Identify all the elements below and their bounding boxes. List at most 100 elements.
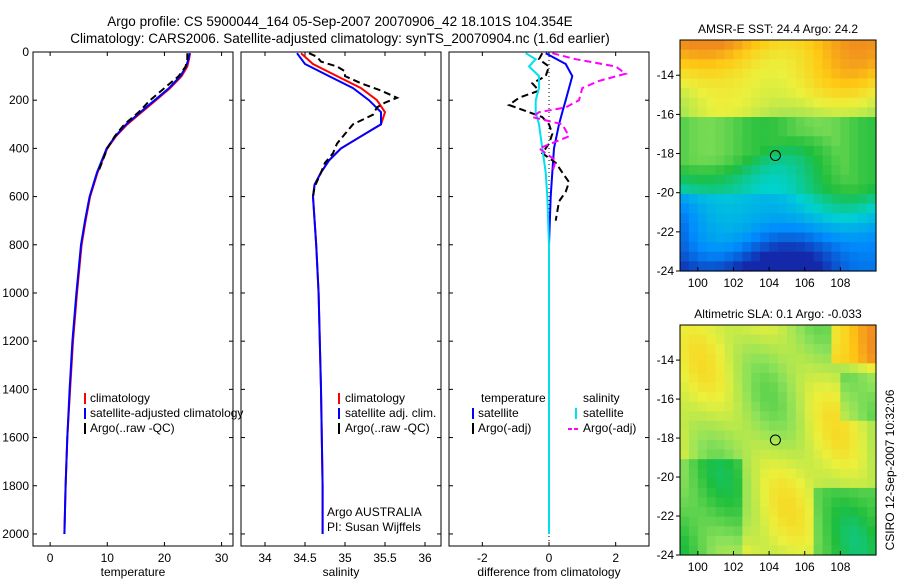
sla-map-cell xyxy=(804,440,815,451)
sst-map-cell xyxy=(742,49,752,60)
sst-map-cell xyxy=(706,203,717,214)
sla-map-x-tick-label: 108 xyxy=(830,560,850,574)
sst-map-cell xyxy=(742,126,752,137)
sla-map-cell xyxy=(733,411,743,422)
series-line-salinity-satellite xyxy=(525,52,550,534)
sla-map-cell xyxy=(778,535,788,547)
sst-map-cell xyxy=(831,242,841,253)
sst-map-cell xyxy=(822,117,833,128)
sst-map-cell xyxy=(858,165,868,176)
sst-map-cell xyxy=(688,261,699,272)
sla-map-cell xyxy=(688,507,699,518)
sst-map-cell xyxy=(804,126,815,137)
sst-map-cell xyxy=(724,184,735,195)
sst-map-cell xyxy=(786,49,797,60)
sst-map-cell xyxy=(680,117,690,128)
sla-map-cell xyxy=(822,545,833,556)
sst-map-cell xyxy=(778,184,788,195)
sst-map-cell xyxy=(742,251,752,262)
sla-map-cell xyxy=(804,372,815,384)
sst-map-cell xyxy=(778,68,788,80)
sla-map-cell xyxy=(769,516,779,527)
sla-map-cell xyxy=(697,478,708,489)
series-line-satellite xyxy=(63,53,191,535)
sla-map-cell xyxy=(715,411,726,422)
sla-map-cell xyxy=(706,363,717,374)
sla-map-cell xyxy=(786,535,797,547)
sst-map-cell xyxy=(733,88,743,99)
sst-map-cell xyxy=(795,165,806,176)
sla-map-cell xyxy=(849,516,859,527)
sla-map-cell xyxy=(769,392,779,403)
sst-map-cell xyxy=(760,78,770,89)
x-tick-label-difference: 2 xyxy=(612,551,619,565)
sst-map-cell xyxy=(697,136,708,147)
sla-map-cell xyxy=(778,363,788,374)
sla-map-cell xyxy=(831,449,841,460)
sst-map-cell xyxy=(840,88,850,99)
sst-map-cell xyxy=(822,126,833,137)
sst-map-cell xyxy=(733,97,743,108)
sla-map-cell xyxy=(858,497,868,508)
sst-map-cell xyxy=(724,165,735,176)
sla-map-cell xyxy=(724,516,735,527)
sla-map-cell xyxy=(804,468,815,479)
sst-map-cell xyxy=(751,136,761,147)
sla-map-cell xyxy=(706,382,717,393)
sst-map-cell xyxy=(858,184,868,195)
sst-map-cell xyxy=(706,49,717,60)
sst-map-cell xyxy=(680,40,690,51)
sla-map-cell xyxy=(724,430,735,441)
sst-map-cell xyxy=(715,184,726,195)
sla-map-cell xyxy=(822,382,833,393)
y-tick-label: 400 xyxy=(9,141,29,155)
sst-map-cell xyxy=(778,155,788,166)
sst-map-cell xyxy=(778,165,788,176)
sst-map-cell xyxy=(688,184,699,195)
sla-map-cell xyxy=(813,526,824,537)
sst-map-cell xyxy=(813,117,824,128)
sst-map-cell xyxy=(769,251,779,262)
sst-map-cell xyxy=(680,203,690,214)
sla-map-cell xyxy=(760,353,770,364)
sla-map-cell xyxy=(831,344,841,355)
sla-map-cell xyxy=(804,497,815,508)
sst-map-cell xyxy=(733,261,743,272)
sla-map-cell xyxy=(742,468,752,479)
sla-map-cell xyxy=(858,420,868,432)
sst-map-cell xyxy=(778,107,788,118)
series-line-argo xyxy=(97,53,189,173)
sst-map-cell xyxy=(733,194,743,205)
sla-map-cell xyxy=(849,526,859,537)
sla-map-cell xyxy=(688,516,699,527)
sla-map-cell xyxy=(786,526,797,537)
sla-map-cell xyxy=(840,382,850,393)
sst-map-cell xyxy=(733,213,743,224)
sst-map-cell xyxy=(706,145,717,157)
sst-map-cell xyxy=(697,49,708,60)
sst-map-cell xyxy=(795,251,806,262)
sla-map-cell xyxy=(849,545,859,556)
sla-map-cell xyxy=(778,382,788,393)
legend-heading-temperature: temperature xyxy=(481,391,546,405)
sla-map-cell xyxy=(680,487,690,499)
sla-map-cell xyxy=(822,487,833,499)
sst-map-cell xyxy=(680,155,690,166)
sst-map-cell xyxy=(813,145,824,157)
sla-map-cell xyxy=(786,440,797,451)
legend-label-diff: Argo(-adj) xyxy=(478,421,531,435)
sst-map-cell xyxy=(697,165,708,176)
sla-map-cell xyxy=(715,507,726,518)
sla-map-cell xyxy=(858,459,868,470)
sla-map-cell xyxy=(697,382,708,393)
sst-map-cell xyxy=(813,59,824,70)
sla-map-cell xyxy=(706,372,717,384)
sst-map-cell xyxy=(724,117,735,128)
sla-map-cell xyxy=(813,459,824,470)
y-tick-label: 1800 xyxy=(2,479,29,493)
sla-map-cell xyxy=(769,468,779,479)
sst-map-cell xyxy=(715,136,726,147)
series-line-salinity-argo xyxy=(529,52,628,173)
sst-map-cell xyxy=(733,59,743,70)
sla-map-cell xyxy=(849,468,859,479)
